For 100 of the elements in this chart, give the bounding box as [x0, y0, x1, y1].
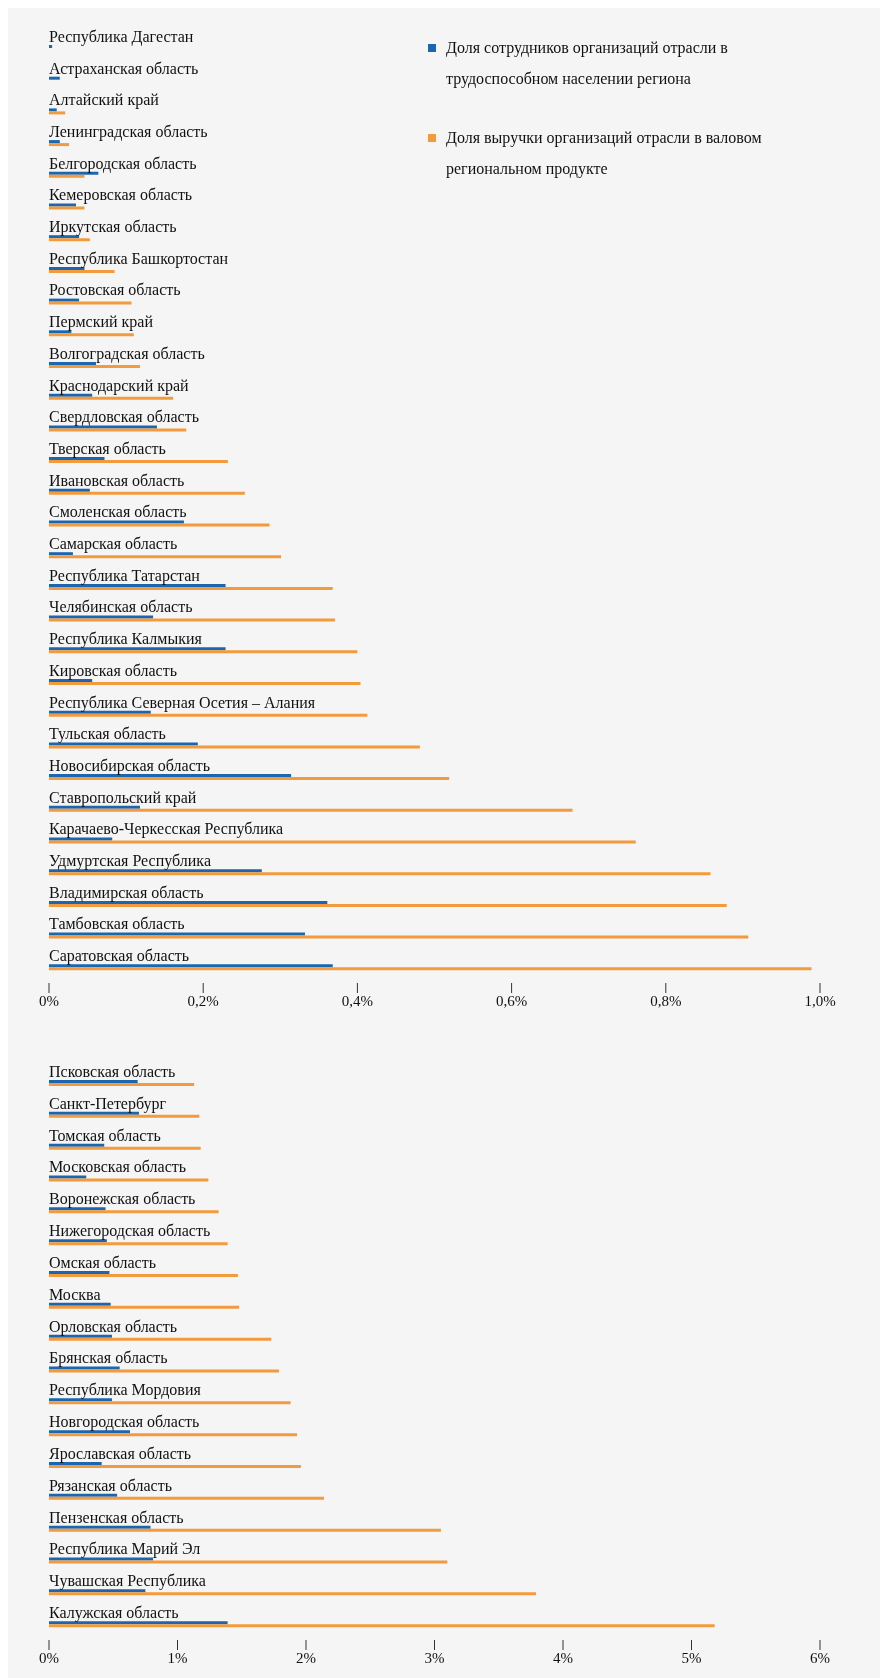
- y-tick-label: Республика Мордовия: [49, 1381, 202, 1400]
- bar: [49, 235, 80, 239]
- y-tick-label: Ленинградская область: [49, 122, 208, 141]
- bar: [49, 1493, 118, 1497]
- bar: [49, 238, 90, 242]
- bar: [49, 1528, 441, 1532]
- bar: [49, 1274, 238, 1277]
- bar: [49, 174, 85, 178]
- bar: [49, 1624, 715, 1628]
- bar: [49, 964, 333, 968]
- bar: [49, 1462, 102, 1465]
- bar: [49, 808, 573, 812]
- y-tick-label: Нижегородская область: [49, 1222, 211, 1241]
- x-tick-label: 0%: [39, 1649, 59, 1666]
- y-tick-label: Московская область: [49, 1158, 187, 1176]
- bar: [49, 935, 749, 939]
- bar: [49, 488, 90, 492]
- y-tick-label: Владимирская область: [49, 883, 204, 902]
- y-tick-label: Пермский край: [49, 313, 154, 332]
- bar: [49, 362, 97, 365]
- y-tick-label: Чувашская Республика: [49, 1572, 206, 1591]
- bar: [49, 745, 420, 749]
- bar: [49, 1465, 301, 1468]
- bar: [49, 523, 270, 527]
- bar: [49, 1302, 111, 1306]
- bar: [49, 1433, 298, 1437]
- bar: [49, 552, 73, 556]
- bar: [49, 1525, 151, 1529]
- bar: [49, 1111, 139, 1115]
- bar: [49, 872, 711, 876]
- bar: [49, 1401, 291, 1405]
- y-tick-label: Алтайский край: [49, 91, 160, 110]
- y-tick-label: Томская область: [49, 1126, 161, 1144]
- y-tick-label: Иркутская область: [49, 218, 177, 237]
- y-tick-label: Тульская область: [49, 725, 166, 744]
- bar: [49, 679, 93, 682]
- bar: [49, 1369, 280, 1373]
- y-tick-label: Республика Татарстан: [49, 566, 201, 585]
- y-tick-label: Астраханская область: [49, 59, 199, 78]
- y-tick-label: Свердловская область: [49, 408, 199, 427]
- bar: [49, 618, 336, 622]
- bar: [49, 615, 154, 619]
- y-tick-label: Омская область: [49, 1253, 156, 1271]
- y-tick-label: Республика Башкортостан: [49, 249, 229, 268]
- y-tick-label: Республика Калмыкия: [49, 630, 203, 649]
- bar: [49, 1271, 110, 1274]
- y-tick-label: Саратовская область: [49, 947, 190, 966]
- x-tick-label: 0,4%: [341, 992, 374, 1009]
- y-tick-label: Псковская область: [49, 1062, 176, 1080]
- bar: [49, 900, 328, 904]
- bar: [49, 171, 99, 175]
- bar: [49, 713, 368, 717]
- bar: [49, 1242, 228, 1246]
- bar: [49, 1178, 209, 1182]
- x-tick-label: 1,0%: [804, 992, 836, 1009]
- bar: [49, 520, 184, 524]
- bar: [49, 1560, 448, 1564]
- y-tick-label: Новосибирская область: [49, 756, 211, 775]
- y-tick-label: Ярославская область: [49, 1444, 192, 1463]
- y-tick-label: Калужская область: [49, 1604, 179, 1623]
- bar: [49, 428, 187, 432]
- y-tick-label: Ставропольский край: [49, 788, 197, 807]
- bar: [49, 1496, 324, 1500]
- bar: [49, 457, 105, 461]
- bar: [49, 1430, 130, 1434]
- bar: [49, 647, 226, 651]
- y-tick-label: Республика Марий Эл: [49, 1540, 201, 1559]
- bar: [49, 777, 450, 781]
- y-tick-label: Рязанская область: [49, 1476, 172, 1494]
- bar: [49, 1621, 228, 1625]
- bar: [49, 837, 113, 841]
- y-tick-label: Республика Дагестан: [49, 27, 194, 46]
- bar: [49, 1557, 154, 1561]
- y-tick-label: Воронежская область: [49, 1190, 196, 1209]
- bar: [49, 111, 66, 115]
- bar: [49, 140, 60, 144]
- bar: [49, 932, 305, 936]
- bar: [49, 1175, 87, 1179]
- y-tick-label: Брянская область: [49, 1349, 168, 1368]
- bar: [49, 1305, 240, 1309]
- y-tick-label: Тамбовская область: [49, 915, 185, 933]
- bar: [49, 742, 198, 746]
- bar: [49, 869, 262, 873]
- bar: [49, 1114, 200, 1118]
- bar: [49, 840, 636, 844]
- y-tick-label: Ростовская область: [49, 281, 181, 299]
- x-tick-label: 3%: [424, 1649, 445, 1666]
- bar: [49, 1080, 138, 1083]
- bar: [49, 108, 57, 112]
- bar: [49, 805, 140, 809]
- y-tick-label: Волгоградская область: [49, 344, 205, 363]
- bar: [49, 774, 292, 778]
- bar: [49, 710, 151, 714]
- bar: [49, 1398, 112, 1402]
- bar: [49, 269, 115, 273]
- legend-label: Доля сотрудников организаций отрасли в трудоспособном населении региона: [446, 39, 728, 87]
- y-tick-label: Москва: [49, 1285, 101, 1303]
- bar: [49, 555, 282, 559]
- y-tick-label: Челябинская область: [49, 598, 193, 616]
- bar: [49, 203, 76, 207]
